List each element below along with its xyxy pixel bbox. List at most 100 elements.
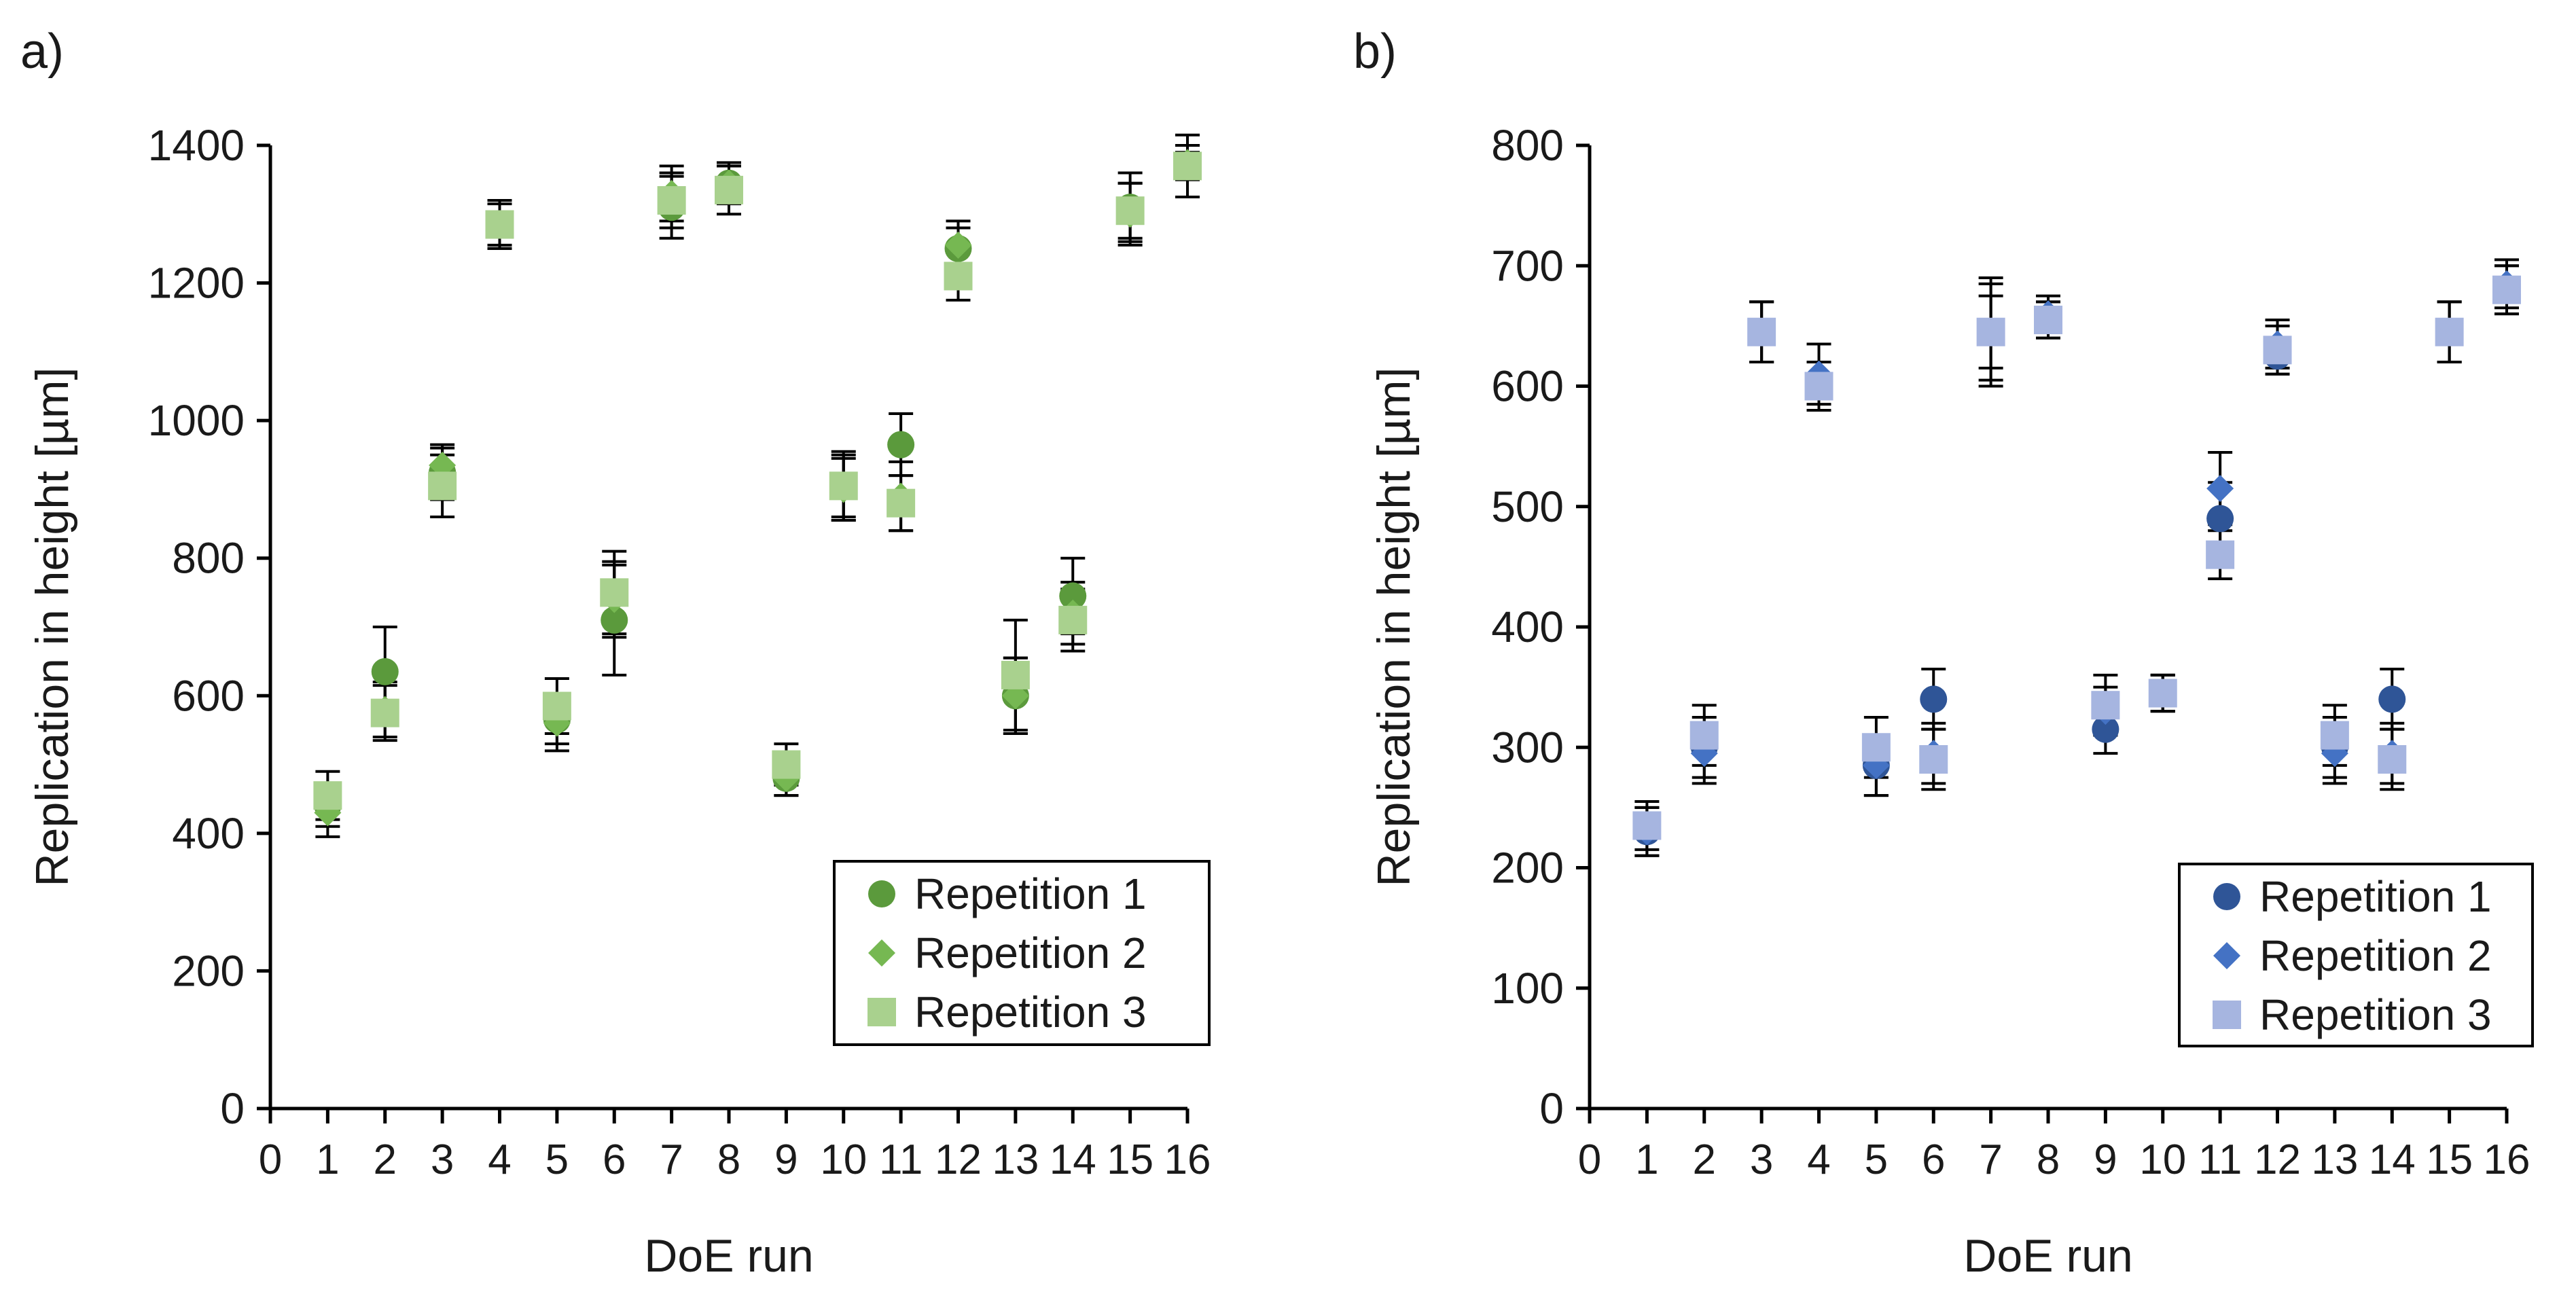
y-tick-label: 1000 (148, 396, 245, 445)
data-point-diamond (1001, 682, 1029, 710)
legend-label: Repetition 1 (2259, 872, 2492, 921)
data-point-square (1058, 605, 1088, 634)
data-point-circle (887, 431, 915, 458)
y-tick-label: 1400 (148, 121, 245, 170)
data-point-square (2378, 744, 2407, 774)
x-tick-label: 4 (488, 1136, 511, 1183)
x-tick-label: 2 (374, 1136, 397, 1183)
data-point-square (772, 750, 801, 779)
x-tick-label: 4 (1807, 1136, 1830, 1183)
x-tick-label: 14 (2369, 1136, 2416, 1183)
legend-marker-square (867, 998, 896, 1026)
y-axis-label: Replication in height [µm] (1368, 367, 1420, 887)
x-tick-label: 6 (1922, 1136, 1945, 1183)
data-point-circle (601, 606, 628, 634)
legend-label: Repetition 3 (2259, 990, 2492, 1039)
y-tick-label: 200 (1491, 844, 1564, 893)
y-tick-label: 300 (1491, 723, 1564, 772)
x-tick-label: 10 (2139, 1136, 2186, 1183)
data-point-square (2492, 275, 2521, 304)
x-tick-label: 0 (1578, 1136, 1601, 1183)
data-point-circle (2092, 715, 2119, 743)
data-point-circle (1059, 582, 1087, 610)
data-point-square (1747, 317, 1776, 346)
data-point-square (2091, 691, 2120, 720)
y-axis-label: Replication in height [µm] (26, 367, 78, 887)
data-point-square (2206, 540, 2235, 569)
x-tick-label: 10 (820, 1136, 867, 1183)
y-tick-label: 100 (1491, 964, 1564, 1013)
data-point-square (2034, 306, 2062, 335)
data-point-square (485, 210, 514, 239)
legend-label: Repetition 2 (914, 929, 1147, 977)
data-point-square (1115, 196, 1145, 226)
x-tick-label: 2 (1693, 1136, 1716, 1183)
x-tick-label: 16 (2484, 1136, 2530, 1183)
x-tick-label: 0 (259, 1136, 282, 1183)
x-tick-label: 12 (2254, 1136, 2301, 1183)
data-point-circle (1920, 685, 1948, 713)
data-point-square (2320, 721, 2349, 750)
x-tick-label: 9 (774, 1136, 798, 1183)
data-point-square (2263, 336, 2292, 365)
x-tick-label: 15 (2426, 1136, 2473, 1183)
data-point-square (370, 698, 399, 727)
x-tick-label: 5 (545, 1136, 569, 1183)
x-tick-label: 6 (603, 1136, 626, 1183)
series-markers-3 (313, 151, 1202, 810)
data-point-square (1976, 317, 2005, 346)
legend-label: Repetition 2 (2259, 931, 2492, 980)
data-point-square (829, 471, 858, 501)
data-point-square (600, 578, 629, 607)
data-point-square (1689, 721, 1719, 750)
legend: Repetition 1 Repetition 2 Repetition 3 (2178, 863, 2534, 1047)
x-tick-label: 16 (1164, 1136, 1211, 1183)
data-point-circle (2206, 505, 2234, 533)
x-tick-label: 12 (935, 1136, 982, 1183)
data-point-square (944, 262, 973, 291)
legend-marker-circle (868, 880, 895, 907)
legend-marker-diamond (868, 939, 895, 967)
y-tick-label: 600 (1491, 362, 1564, 411)
series-markers-3 (1632, 275, 2521, 840)
x-axis-label: DoE run (1963, 1230, 2132, 1282)
data-point-square (2435, 317, 2464, 346)
data-point-square (657, 186, 686, 215)
panel-label: a) (20, 24, 64, 79)
x-tick-label: 1 (1635, 1136, 1658, 1183)
x-tick-label: 7 (660, 1136, 683, 1183)
y-tick-label: 800 (172, 534, 245, 583)
data-point-square (1001, 660, 1030, 689)
data-point-square (1861, 733, 1891, 762)
data-point-square (1919, 744, 1948, 774)
data-point-square (1804, 372, 1833, 401)
y-tick-label: 1200 (148, 259, 245, 308)
x-tick-label: 14 (1050, 1136, 1096, 1183)
x-tick-label: 9 (2094, 1136, 2117, 1183)
y-tick-label: 800 (1491, 121, 1564, 170)
x-tick-label: 13 (2311, 1136, 2358, 1183)
legend-label: Repetition 1 (914, 869, 1147, 918)
x-tick-label: 7 (1979, 1136, 2002, 1183)
y-tick-label: 400 (1491, 602, 1564, 651)
x-tick-label: 1 (316, 1136, 339, 1183)
x-tick-label: 13 (992, 1136, 1039, 1183)
data-point-circle (2378, 685, 2406, 713)
y-tick-label: 200 (172, 946, 245, 995)
data-point-square (1632, 811, 1662, 840)
data-point-square (313, 781, 342, 810)
y-tick-label: 400 (172, 809, 245, 858)
legend: Repetition 1 Repetition 2 Repetition 3 (833, 860, 1211, 1046)
legend-marker-square (2213, 1001, 2241, 1029)
x-tick-label: 15 (1107, 1136, 1153, 1183)
x-tick-label: 8 (2037, 1136, 2060, 1183)
data-point-square (887, 488, 916, 518)
data-point-square (2148, 679, 2177, 708)
panel-label: b) (1353, 24, 1397, 79)
legend-marker-diamond (2213, 942, 2240, 969)
x-tick-label: 11 (2198, 1136, 2242, 1183)
x-axis-label: DoE run (644, 1230, 813, 1282)
data-point-diamond (944, 231, 972, 259)
